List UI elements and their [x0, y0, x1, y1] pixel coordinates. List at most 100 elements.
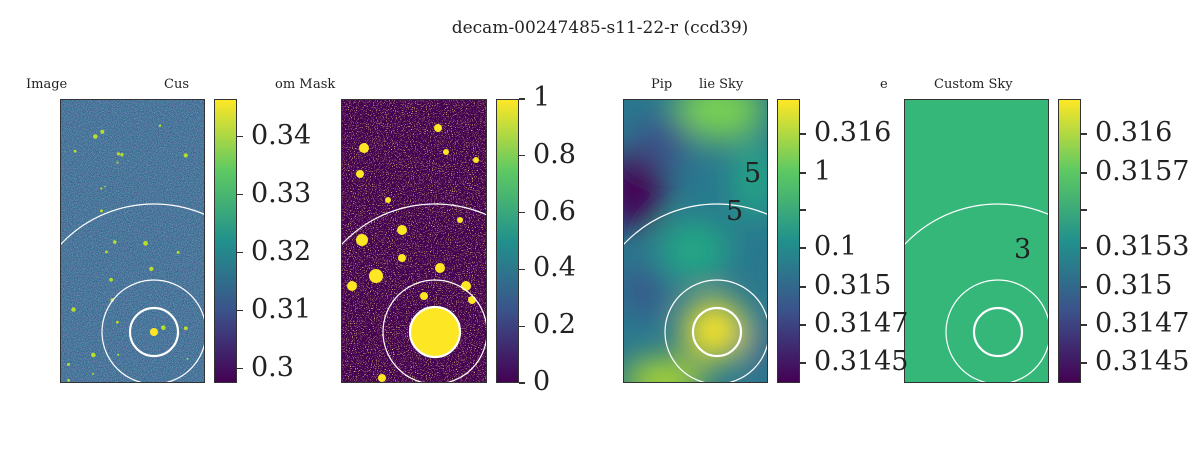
source-dot — [143, 240, 148, 246]
image-colorbar-tick-1 — [237, 309, 243, 312]
image-colorbar-tick-label-3: 0.33 — [251, 177, 312, 209]
mask-blob — [473, 157, 479, 163]
source-dot — [105, 250, 108, 254]
source-dot — [117, 353, 120, 356]
source-dot — [149, 266, 154, 272]
pipeline-sky-heatmap — [624, 100, 767, 382]
pipeline-sky-colorbar-tick-label-3: 0.315 — [814, 270, 892, 301]
panel-3-title-left: Pip — [651, 77, 673, 92]
mask-colorbar-tick-0 — [519, 382, 525, 384]
source-dot — [176, 250, 180, 254]
custom-sky-colorbar-tick-0 — [1081, 133, 1087, 135]
source-dot — [67, 363, 70, 366]
mask-colorbar-tick-label-3: 0.6 — [533, 195, 576, 227]
source-dot — [67, 378, 70, 382]
image-colorbar-tick-label-4: 0.34 — [251, 119, 312, 151]
pipeline-sky-colorbar-tick-label-0: 0.316 — [814, 117, 892, 148]
image-colorbar — [214, 99, 237, 383]
mask-colorbar-tick-label-4: 0.8 — [533, 138, 576, 170]
mask-colorbar-tick-label-5: 1 — [533, 82, 551, 113]
custom-sky-colorbar-tick-2 — [1081, 247, 1087, 249]
mask-blob — [468, 296, 476, 304]
image-colorbar-tick-label-2: 0.32 — [251, 235, 312, 267]
mask-colorbar-tick-2 — [519, 268, 525, 271]
mask-colorbar-tick-4 — [519, 155, 525, 157]
pipeline-sky-panel — [623, 99, 768, 383]
mask-blob — [420, 292, 428, 300]
source-dot — [183, 153, 188, 158]
custom-sky-colorbar-tick-extra-0 — [1081, 209, 1087, 211]
pipeline-sky-colorbar-tick-3 — [800, 286, 806, 288]
source-dot — [116, 320, 119, 324]
mask-colorbar-tick-label-0: 0 — [533, 366, 551, 397]
custom-sky-colorbar-tick-label-0: 0.316 — [1095, 117, 1173, 148]
image-colorbar-tick-3 — [237, 194, 243, 196]
pipeline-sky-colorbar-tick-0 — [800, 133, 806, 135]
figure-title: decam-00247485-s11-22-r (ccd39) — [451, 18, 749, 38]
custom-sky-panel — [904, 99, 1049, 383]
source-dot — [112, 240, 117, 244]
pipeline-sky-colorbar-tick-label-4: 0.3147 — [814, 308, 909, 339]
mask-blob — [378, 374, 386, 382]
pipeline-sky-colorbar — [777, 99, 800, 383]
mask-blob — [356, 170, 364, 178]
panel-3-title-right: lie Sky — [699, 77, 744, 92]
mask-blob — [347, 281, 357, 291]
overlay-label-2: 5 — [726, 196, 744, 227]
image-colorbar-tick-label-0: 0.3 — [251, 351, 294, 383]
custom-sky-colorbar-tick-label-5: 0.3145 — [1095, 346, 1190, 377]
source-dot — [91, 352, 96, 358]
pipeline-sky-colorbar-tick-2 — [800, 247, 806, 249]
mask-colorbar-tick-3 — [519, 212, 525, 214]
mask-colorbar-tick-label-2: 0.4 — [533, 252, 576, 284]
source-dot — [100, 129, 105, 134]
mask-blob — [461, 281, 471, 291]
panel-1-title-left: Image — [26, 77, 68, 92]
source-dot — [116, 161, 119, 164]
source-dot — [92, 372, 94, 375]
pipeline-sky-colorbar-tick-label-1: 1 — [814, 156, 832, 187]
mask-panel — [341, 99, 487, 383]
mask-heatmap — [342, 100, 486, 382]
custom-sky-colorbar-tick-1 — [1081, 172, 1087, 174]
mask-blob — [385, 197, 391, 203]
source-dot — [100, 209, 103, 213]
mask-blob — [369, 269, 383, 283]
source-dot — [71, 307, 76, 312]
mask-colorbar-tick-5 — [519, 98, 525, 100]
source-dot — [116, 152, 120, 156]
mask-colorbar-tick-1 — [519, 325, 525, 327]
panel-1-title-right: Cus — [164, 77, 189, 92]
image-panel — [60, 99, 205, 383]
mask-colorbar — [496, 99, 519, 383]
image-heatmap — [61, 100, 204, 382]
custom-sky-colorbar — [1058, 99, 1081, 383]
custom-sky-colorbar-tick-5 — [1081, 362, 1087, 364]
custom-sky-colorbar-tick-label-3: 0.315 — [1095, 270, 1173, 301]
source-dot — [93, 134, 98, 139]
mask-colorbar-tick-label-1: 0.2 — [533, 309, 576, 341]
overlay-label-1: 5 — [744, 158, 762, 189]
image-colorbar-tick-2 — [237, 251, 243, 254]
custom-sky-colorbar-tick-label-1: 0.3157 — [1095, 156, 1190, 187]
panel-2-title-left: om M — [275, 77, 313, 92]
custom-sky-heatmap — [905, 100, 1048, 382]
pipeline-sky-colorbar-tick-extra-0 — [800, 209, 806, 211]
source-dot — [161, 325, 166, 330]
image-colorbar-tick-4 — [237, 136, 243, 138]
custom-sky-colorbar-tick-4 — [1081, 324, 1087, 326]
mask-blob — [359, 143, 369, 153]
pipeline-sky-colorbar-tick-label-2: 0.1 — [814, 231, 857, 262]
pipeline-sky-colorbar-tick-4 — [800, 324, 806, 326]
pipeline-sky-colorbar-tick-1 — [800, 172, 806, 174]
source-dot — [104, 185, 106, 188]
source-dot — [183, 326, 188, 331]
pipeline-sky-colorbar-tick-label-5: 0.3145 — [814, 346, 909, 377]
image-colorbar-tick-label-1: 0.31 — [251, 293, 312, 325]
panel-4-title-left: e — [880, 77, 888, 92]
mask-blob — [457, 217, 463, 223]
mask-blob — [397, 225, 407, 235]
image-colorbar-tick-0 — [237, 367, 243, 370]
source-dot — [100, 187, 103, 190]
mask-blob — [435, 263, 445, 273]
